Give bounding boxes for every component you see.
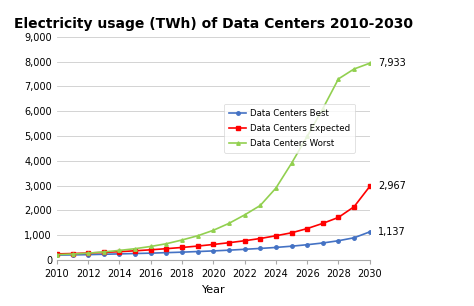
Data Centers Expected <box>132 249 138 253</box>
Line: Data Centers Expected: Data Centers Expected <box>55 185 372 256</box>
Text: 7,933: 7,933 <box>378 58 406 68</box>
Data Centers Best <box>351 236 357 240</box>
Data Centers Expected <box>273 234 279 238</box>
Data Centers Worst <box>304 135 310 138</box>
Data Centers Best <box>242 248 247 251</box>
Data Centers Best <box>117 252 122 256</box>
Text: 2,967: 2,967 <box>378 181 406 192</box>
Data Centers Expected <box>226 241 232 244</box>
Legend: Data Centers Best, Data Centers Expected, Data Centers Worst: Data Centers Best, Data Centers Expected… <box>224 103 355 153</box>
Data Centers Best <box>320 241 326 245</box>
Data Centers Best <box>179 250 185 254</box>
Data Centers Best <box>195 250 201 253</box>
Data Centers Worst <box>226 222 232 225</box>
Data Centers Expected <box>304 227 310 230</box>
X-axis label: Year: Year <box>201 285 225 295</box>
Data Centers Worst <box>210 229 216 232</box>
Data Centers Worst <box>195 234 201 238</box>
Data Centers Expected <box>351 205 357 209</box>
Data Centers Expected <box>210 243 216 246</box>
Data Centers Expected <box>179 246 185 249</box>
Data Centers Worst <box>242 213 247 217</box>
Data Centers Expected <box>164 247 169 251</box>
Data Centers Expected <box>289 231 294 235</box>
Data Centers Worst <box>320 107 326 110</box>
Data Centers Expected <box>54 252 60 256</box>
Data Centers Best <box>132 252 138 256</box>
Data Centers Worst <box>148 244 154 248</box>
Data Centers Worst <box>179 238 185 242</box>
Title: Electricity usage (TWh) of Data Centers 2010-2030: Electricity usage (TWh) of Data Centers … <box>14 17 413 32</box>
Data Centers Worst <box>117 248 122 252</box>
Data Centers Worst <box>367 62 373 65</box>
Data Centers Expected <box>70 252 75 256</box>
Data Centers Best <box>226 248 232 252</box>
Data Centers Worst <box>164 242 169 245</box>
Data Centers Expected <box>320 222 326 225</box>
Line: Data Centers Best: Data Centers Best <box>55 230 372 257</box>
Data Centers Worst <box>351 67 357 71</box>
Data Centers Expected <box>85 251 91 255</box>
Data Centers Worst <box>257 204 263 207</box>
Data Centers Best <box>210 249 216 253</box>
Data Centers Worst <box>54 253 60 256</box>
Data Centers Worst <box>70 252 75 256</box>
Data Centers Worst <box>101 250 107 254</box>
Data Centers Best <box>273 246 279 249</box>
Data Centers Expected <box>195 244 201 248</box>
Data Centers Best <box>85 253 91 256</box>
Data Centers Expected <box>101 251 107 254</box>
Data Centers Worst <box>132 247 138 251</box>
Data Centers Best <box>367 230 373 234</box>
Data Centers Best <box>257 247 263 250</box>
Data Centers Expected <box>242 239 247 243</box>
Text: 1,137: 1,137 <box>378 227 406 237</box>
Data Centers Best <box>148 251 154 255</box>
Data Centers Expected <box>257 237 263 240</box>
Data Centers Expected <box>336 215 341 219</box>
Data Centers Worst <box>289 162 294 165</box>
Data Centers Worst <box>85 251 91 255</box>
Data Centers Worst <box>273 186 279 190</box>
Line: Data Centers Worst: Data Centers Worst <box>55 62 372 256</box>
Data Centers Expected <box>117 250 122 253</box>
Data Centers Best <box>164 251 169 255</box>
Data Centers Best <box>54 253 60 257</box>
Data Centers Expected <box>367 185 373 188</box>
Data Centers Best <box>70 253 75 257</box>
Data Centers Best <box>304 243 310 247</box>
Data Centers Expected <box>148 248 154 252</box>
Data Centers Best <box>101 252 107 256</box>
Data Centers Worst <box>336 77 341 81</box>
Data Centers Best <box>289 244 294 248</box>
Data Centers Best <box>336 239 341 243</box>
